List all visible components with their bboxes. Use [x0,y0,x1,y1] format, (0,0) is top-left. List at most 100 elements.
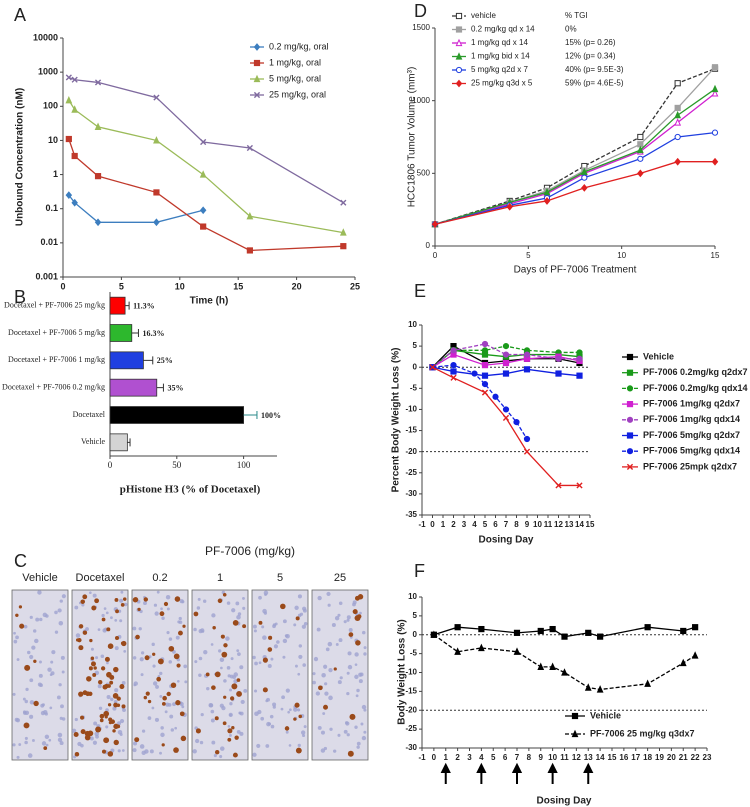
nucleus [179,702,184,707]
nucleus [303,725,307,729]
nucleus [156,590,160,594]
nucleus [160,607,163,611]
error-bar [125,301,130,310]
nucleus [361,735,367,741]
nucleus [324,691,329,696]
x-tick-label: 15 [711,251,720,260]
nucleus [297,743,301,748]
y-tick-label: 0 [413,630,418,639]
nucleus [346,733,350,737]
group-label: PF-7006 (mg/kg) [205,544,295,558]
data-point [537,627,544,635]
stained-cell [84,734,91,741]
nucleus [13,631,16,635]
nucleus [242,606,246,610]
nucleus [75,633,81,638]
series-line [68,99,344,234]
nucleus [355,694,359,698]
series-line [434,66,716,225]
nucleus [226,666,231,670]
data-point [549,625,556,633]
nucleus [361,630,366,635]
x-tick-label: 13 [584,753,593,762]
stained-cell [73,731,79,738]
nucleus [114,688,119,693]
nucleus [281,695,286,700]
stained-cell [133,597,139,603]
stained-cell [86,676,92,682]
x-axis-label: Time (h) [190,296,229,307]
panel-letter: D [414,1,427,21]
nucleus [92,593,97,598]
nucleus [198,629,203,634]
data-point [523,351,531,358]
stained-cell [122,597,127,601]
nucleus [168,660,173,664]
data-point [65,95,73,104]
nucleus [363,646,367,650]
x-tick-label: 5 [526,251,531,260]
stained-cell [145,691,150,696]
x-tick-label: 10 [548,753,557,762]
stained-cell [119,684,125,690]
column-label: Docetaxel [76,572,125,584]
data-point [581,174,588,181]
data-point [492,393,499,400]
stained-cell [89,638,93,643]
legend-label: 25 mg/kg q3d x 5 [471,79,533,88]
nucleus [152,664,156,668]
legend-marker [571,712,579,720]
nucleus [316,627,321,632]
nucleus [302,734,306,738]
nucleus [175,635,180,640]
data-point [674,133,681,141]
data-point [502,406,510,413]
stained-cell [82,630,88,635]
data-point [674,118,682,126]
stained-cell [295,616,300,621]
stained-cell [135,634,140,640]
legend-label: Vehicle [643,351,674,361]
stained-cell [103,737,110,744]
nucleus [48,738,52,742]
data-point [576,372,583,379]
data-point [637,133,644,141]
nucleus [323,746,328,751]
nucleus [320,748,326,753]
nucleus [356,688,360,693]
x-tick-label: 12 [554,520,563,529]
nucleus [140,651,145,655]
legend-label: PF-7006 1mg/kg q2dx7 [643,398,740,408]
nucleus [56,695,61,700]
data-point [454,624,461,631]
nucleus [228,712,233,718]
stained-cell [116,696,121,701]
category-label: Docetaxel + PF-7006 5 mg/kg [8,328,105,337]
stained-cell [205,672,210,677]
panel-letter: C [14,551,27,571]
data-point [549,662,557,670]
series-line [434,68,716,225]
nucleus [294,664,298,668]
stained-cell [24,664,31,671]
nucleus [198,656,203,661]
nucleus [61,670,65,674]
nucleus [346,671,350,675]
data-point [636,145,644,154]
data-point [692,624,699,631]
stained-cell [104,715,108,719]
y-tick-label: -25 [405,468,417,477]
x-tick-label: 17 [631,753,640,762]
data-point [246,247,253,254]
data-point [523,448,531,455]
nucleus [269,714,274,719]
nucleus [210,643,214,646]
stained-cell [80,715,85,720]
x-tick-label: 22 [691,753,700,762]
nucleus [262,608,267,614]
error-bar [143,356,154,365]
nucleus [293,707,298,712]
stained-cell [121,704,126,709]
nucleus [252,624,257,629]
data-point [450,374,457,381]
